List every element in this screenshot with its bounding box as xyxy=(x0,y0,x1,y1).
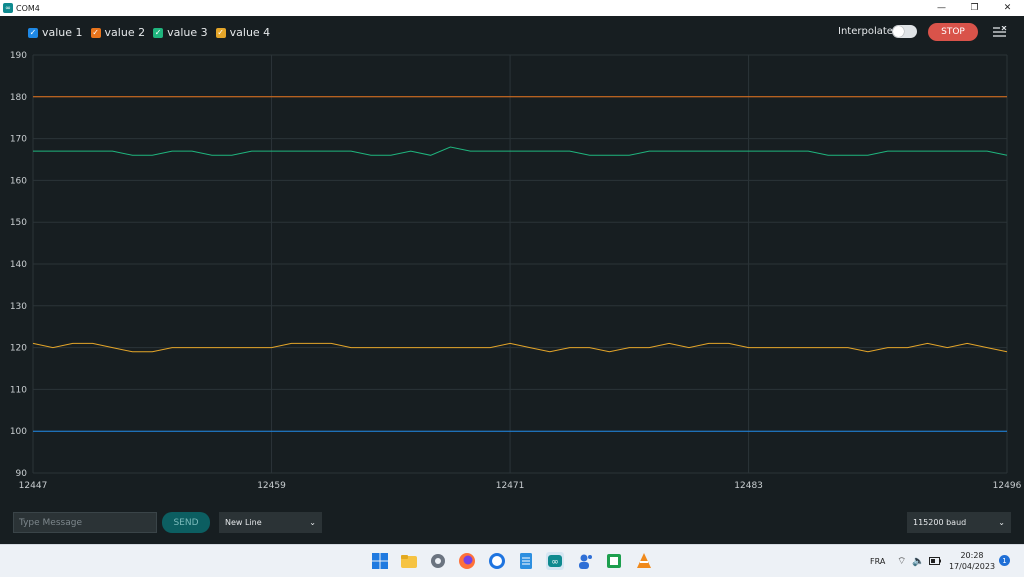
y-tick-label: 170 xyxy=(10,135,27,145)
notification-badge[interactable]: 1 xyxy=(999,555,1010,566)
close-icon[interactable]: ✕ xyxy=(1003,3,1012,13)
line-ending-select[interactable]: New Line ⌄ xyxy=(219,512,322,533)
spreadsheet-icon[interactable] xyxy=(605,552,623,570)
stop-button[interactable]: STOP xyxy=(928,23,978,41)
chat-icon[interactable] xyxy=(488,552,506,570)
x-tick-label: 12459 xyxy=(257,481,286,491)
serial-plotter-chart: 190 180 170 160 150 140 130 120 110 100 90 12447 124… xyxy=(10,51,1022,491)
clear-list-icon[interactable] xyxy=(992,24,1008,40)
baud-rate-value: 115200 baud xyxy=(913,518,967,527)
y-tick-label: 100 xyxy=(10,427,27,437)
legend-item-value-1[interactable]: ✓ value 1 xyxy=(28,26,83,39)
settings-icon[interactable] xyxy=(429,552,447,570)
clock[interactable]: 20:28 17/04/2023 xyxy=(944,550,1000,572)
windows-taskbar: ∞ FRA ⌔ 🔈 20:28 17/04/2023 1 xyxy=(0,544,1024,577)
legend-item-value-2[interactable]: ✓ value 2 xyxy=(90,26,146,39)
battery-icon[interactable] xyxy=(929,545,941,577)
legend-label: value 1 xyxy=(42,26,83,39)
windows-start-icon[interactable] xyxy=(371,552,389,570)
legend-label: value 4 xyxy=(229,26,271,39)
x-tick-label: 12496 xyxy=(993,481,1022,491)
checkbox-checked-icon[interactable]: ✓ xyxy=(28,27,38,38)
plotter-toolbar: ✓ value 1 ✓ value 2 ✓ value 3 ✓ value 4 … xyxy=(0,16,1024,50)
arduino-ide-icon[interactable]: ∞ xyxy=(546,552,564,570)
window-titlebar: ∞ COM4 — ❐ ✕ xyxy=(0,0,1024,16)
legend-item-value-3[interactable]: ✓ value 3 xyxy=(153,26,208,39)
message-bar: SEND New Line ⌄ 115200 baud ⌄ xyxy=(0,508,1024,544)
interpolate-label: Interpolate xyxy=(838,26,893,37)
chevron-down-icon: ⌄ xyxy=(309,518,316,527)
line-ending-value: New Line xyxy=(225,518,262,527)
checkbox-checked-icon[interactable]: ✓ xyxy=(153,27,164,38)
y-tick-label: 120 xyxy=(10,344,27,354)
clock-time: 20:28 xyxy=(960,551,984,560)
y-tick-label: 140 xyxy=(10,260,27,270)
svg-text:∞: ∞ xyxy=(551,558,559,568)
legend-item-value-4[interactable]: ✓ value 4 xyxy=(215,26,271,39)
chevron-down-icon: ⌄ xyxy=(998,518,1005,527)
restore-icon[interactable]: ❐ xyxy=(970,3,979,13)
x-tick-label: 12483 xyxy=(734,481,763,491)
window-title: COM4 xyxy=(16,3,40,13)
firefox-icon[interactable] xyxy=(458,552,476,570)
series-line-value-3 xyxy=(33,146,1008,156)
language-indicator[interactable]: FRA xyxy=(870,556,886,566)
file-explorer-icon[interactable] xyxy=(400,552,418,570)
y-tick-label: 160 xyxy=(10,176,27,186)
series-line-value-4 xyxy=(32,342,1008,353)
baud-rate-select[interactable]: 115200 baud ⌄ xyxy=(907,512,1011,533)
y-tick-label: 130 xyxy=(10,302,27,312)
y-tick-label: 190 xyxy=(10,51,27,61)
arduino-icon: ∞ xyxy=(3,3,13,13)
minimize-icon[interactable]: — xyxy=(937,3,946,13)
checkbox-checked-icon[interactable]: ✓ xyxy=(90,27,101,38)
toggle-knob xyxy=(893,26,904,37)
y-tick-label: 150 xyxy=(10,218,27,228)
notepad-icon[interactable] xyxy=(517,552,535,570)
teams-icon[interactable] xyxy=(576,552,594,570)
message-input[interactable] xyxy=(13,512,157,533)
wifi-icon[interactable]: ⌔ xyxy=(897,555,907,567)
legend-label: value 3 xyxy=(167,26,208,39)
y-tick-label: 110 xyxy=(10,385,27,395)
legend: ✓ value 1 ✓ value 2 ✓ value 3 ✓ value 4 xyxy=(28,26,278,39)
checkbox-checked-icon[interactable]: ✓ xyxy=(215,27,226,38)
legend-label: value 2 xyxy=(104,26,146,39)
volume-icon[interactable]: 🔈 xyxy=(912,555,925,567)
interpolate-toggle[interactable] xyxy=(892,25,917,38)
x-tick-label: 12471 xyxy=(496,481,525,491)
y-tick-label: 90 xyxy=(16,469,28,479)
y-tick-label: 180 xyxy=(10,93,27,103)
send-button[interactable]: SEND xyxy=(162,512,210,533)
vlc-icon[interactable] xyxy=(635,552,653,570)
x-tick-label: 12447 xyxy=(19,481,48,491)
clock-date: 17/04/2023 xyxy=(948,562,996,571)
